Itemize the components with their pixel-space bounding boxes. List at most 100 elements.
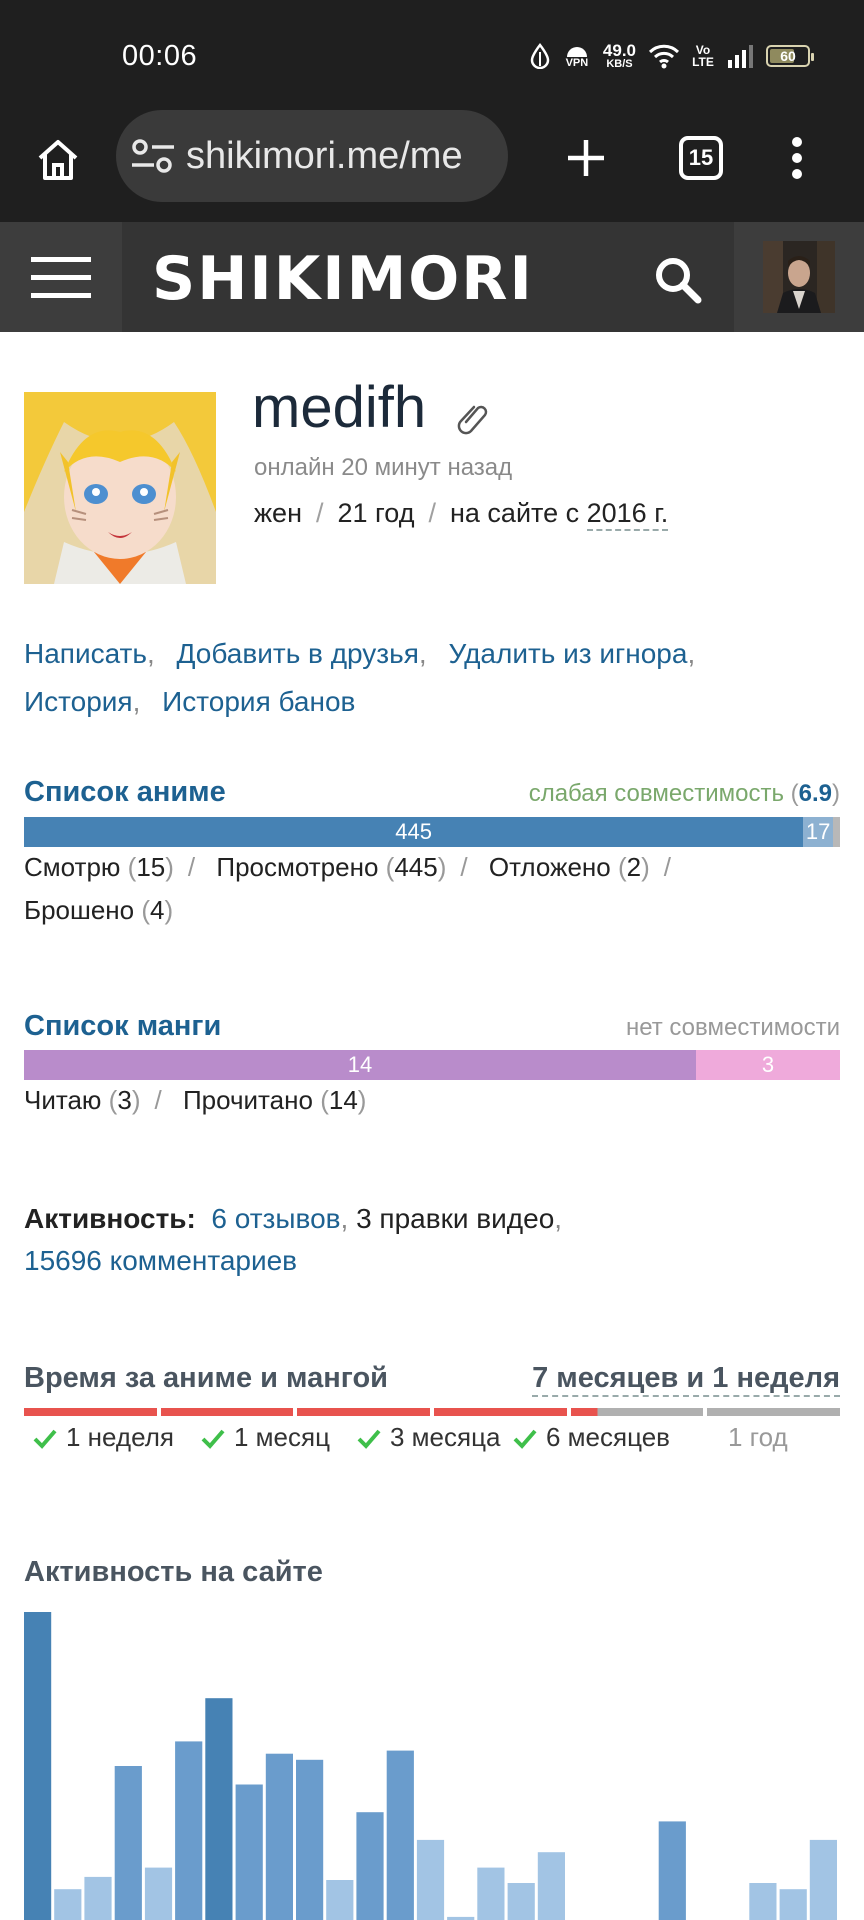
address-bar[interactable]: shikimori.me/me xyxy=(116,110,508,202)
history-link[interactable]: История xyxy=(24,686,133,717)
activity-bar[interactable] xyxy=(296,1759,324,1920)
site-logo[interactable]: SHIKIMORI xyxy=(152,244,534,314)
write-message-link[interactable]: Написать xyxy=(24,638,147,669)
status-icons: VPN 49.0 KB/S Vo LTE 60 xyxy=(529,38,814,74)
time-spent-bar xyxy=(24,1408,840,1416)
url-text: shikimori.me/me xyxy=(186,134,463,177)
manga-bar-segment[interactable]: 14 xyxy=(24,1050,696,1080)
activity-bar[interactable] xyxy=(447,1916,475,1920)
activity-bar[interactable] xyxy=(326,1880,354,1920)
anime-compat: слабая совместимость (6.9) xyxy=(528,780,840,807)
activity-label: Активность: xyxy=(24,1203,196,1234)
manga-list-title[interactable]: Список манги xyxy=(24,1010,222,1042)
status-bar: 00:06 VPN 49.0 KB/S Vo LTE 60 xyxy=(0,0,864,110)
time-bar-segment xyxy=(433,1408,567,1416)
anime-bar-segment[interactable] xyxy=(832,817,840,847)
check-icon xyxy=(201,1429,225,1449)
user-menu-button[interactable] xyxy=(734,222,864,332)
net-speed-value: 49.0 xyxy=(602,41,636,60)
time-milestone: 1 год xyxy=(728,1422,788,1453)
anime-list-title[interactable]: Список аниме xyxy=(24,776,226,808)
site-activity-chart xyxy=(24,1612,837,1920)
anime-list-stats: Смотрю (15) / Просмотрено (445) / Отложено… xyxy=(24,852,672,925)
manga-list-bar[interactable]: 14 3 xyxy=(24,1050,840,1080)
anime-stat-watching[interactable]: Смотрю (15) xyxy=(24,852,174,882)
comments-link[interactable]: 15696 комментариев xyxy=(24,1245,298,1276)
wifi-icon xyxy=(648,43,680,69)
ban-history-link[interactable]: История банов xyxy=(162,686,356,717)
time-spent-title: Время за аниме и мангой xyxy=(24,1362,389,1394)
activity-bar[interactable] xyxy=(477,1867,505,1920)
vpn-label: VPN xyxy=(565,56,589,69)
battery-level: 60 xyxy=(780,48,796,64)
video-edits: 3 правки видео xyxy=(356,1203,555,1234)
anime-bar-segment[interactable]: 445 xyxy=(24,817,804,847)
activity-bar[interactable] xyxy=(809,1839,837,1920)
add-friend-link[interactable]: Добавить в друзья xyxy=(176,638,419,669)
activity-bar[interactable] xyxy=(507,1883,535,1920)
manga-compat: нет совместимости xyxy=(625,1014,840,1041)
activity-bar[interactable] xyxy=(658,1821,686,1920)
activity-bar[interactable] xyxy=(356,1812,384,1920)
manga-bar-segment[interactable]: 3 xyxy=(696,1050,840,1080)
activity-bar[interactable] xyxy=(235,1784,263,1920)
paperclip-icon[interactable] xyxy=(456,400,492,436)
time-milestone: 6 месяцев xyxy=(512,1422,670,1453)
activity-bar[interactable] xyxy=(537,1852,565,1920)
activity-bar[interactable] xyxy=(265,1753,293,1920)
anime-stat-on-hold[interactable]: Отложено (2) xyxy=(488,852,650,882)
check-icon xyxy=(33,1429,57,1449)
activity-bar[interactable] xyxy=(84,1876,112,1920)
anime-stat-completed[interactable]: Просмотрено (445) xyxy=(216,852,447,882)
activity-bar[interactable] xyxy=(205,1698,233,1920)
time-milestone: 1 неделя xyxy=(32,1422,174,1453)
time-milestones: 1 неделя 1 месяц 3 месяца 6 месяцев 1 год xyxy=(24,1422,840,1462)
check-icon xyxy=(357,1429,381,1449)
time-bar-segment xyxy=(570,1408,704,1416)
new-tab-button[interactable] xyxy=(556,128,616,188)
activity-bar[interactable] xyxy=(416,1839,445,1920)
more-vert-icon xyxy=(792,137,802,179)
anime-compat-label: слабая совместимость xyxy=(528,780,784,807)
activity-bar[interactable] xyxy=(24,1612,52,1920)
site-header: SHIKIMORI xyxy=(0,222,864,332)
home-icon xyxy=(38,140,78,180)
manga-stat-reading[interactable]: Читаю (3) xyxy=(24,1085,141,1115)
menu-button[interactable] xyxy=(0,222,122,332)
browser-menu-button[interactable] xyxy=(780,128,814,188)
activity-bar[interactable] xyxy=(114,1766,142,1920)
net-speed: 49.0 KB/S xyxy=(603,42,636,70)
time-milestone-label: 6 месяцев xyxy=(546,1422,670,1452)
time-bar-segment xyxy=(24,1408,157,1416)
site-settings-icon[interactable] xyxy=(128,136,178,176)
time-milestone: 1 месяц xyxy=(200,1422,330,1453)
status-time: 00:06 xyxy=(122,40,198,72)
activity-bar[interactable] xyxy=(779,1889,807,1920)
search-button[interactable] xyxy=(648,250,708,310)
time-milestone: 3 месяца xyxy=(356,1422,500,1453)
anime-bar-segment[interactable]: 17 xyxy=(803,817,833,847)
manga-stat-completed[interactable]: Прочитано (14) xyxy=(182,1085,367,1115)
profile-info: жен / 21 год / на сайте с 2016 г. xyxy=(254,498,669,531)
time-milestone-label: 3 месяца xyxy=(390,1422,501,1452)
profile-gender: жен xyxy=(254,498,302,528)
activity-bar[interactable] xyxy=(749,1883,777,1920)
site-activity-title: Активность на сайте xyxy=(24,1556,323,1588)
activity-bar[interactable] xyxy=(175,1741,203,1920)
profile-avatar[interactable] xyxy=(24,392,216,584)
activity-bar[interactable] xyxy=(386,1750,414,1920)
volte-label: Vo LTE xyxy=(692,43,714,69)
anime-list-bar[interactable]: 445 17 xyxy=(24,817,840,847)
unignore-link[interactable]: Удалить из игнора xyxy=(448,638,688,669)
home-button[interactable] xyxy=(30,132,86,188)
activity-bar[interactable] xyxy=(144,1867,173,1920)
activity-bar[interactable] xyxy=(54,1889,82,1920)
time-spent-total[interactable]: 7 месяцев и 1 неделя xyxy=(532,1362,840,1397)
search-icon xyxy=(656,258,702,304)
activity-summary: Активность: 6 отзывов, 3 правки видео, 1… xyxy=(24,1203,563,1276)
profile-since-year[interactable]: 2016 г. xyxy=(586,498,669,531)
tab-switcher-button[interactable]: 15 xyxy=(679,136,723,180)
reviews-link[interactable]: 6 отзывов xyxy=(211,1203,341,1234)
time-bar-segment xyxy=(160,1408,294,1416)
anime-stat-dropped[interactable]: Брошено (4) xyxy=(24,895,174,925)
